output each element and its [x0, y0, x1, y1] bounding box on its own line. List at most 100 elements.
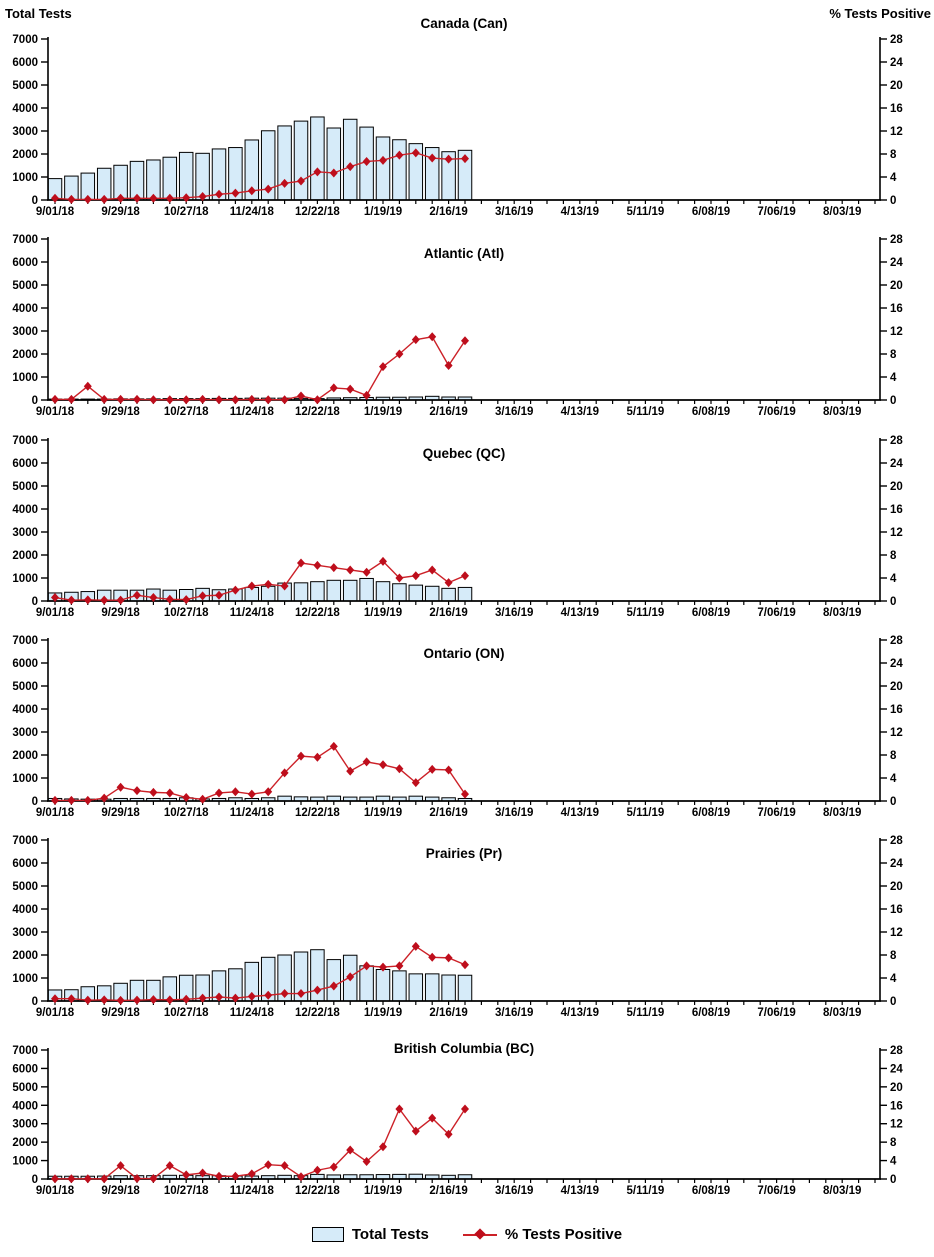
pct-positive-marker [198, 591, 207, 601]
x-axis-tick-label: 8/03/19 [823, 1007, 861, 1019]
left-axis-tick-label: 4000 [12, 904, 38, 916]
x-axis-tick-label: 9/29/18 [101, 1185, 140, 1197]
right-axis-tick-label: 28 [890, 435, 903, 447]
pct-positive-marker [182, 193, 191, 203]
right-axis-tick-label: 24 [890, 858, 903, 870]
pct-positive-marker [198, 192, 207, 202]
pct-positive-marker [83, 995, 92, 1005]
pct-positive-marker [346, 972, 355, 982]
total-tests-bar [424, 585, 440, 602]
right-axis-tick-label: 0 [890, 996, 896, 1008]
total-tests-bar [375, 136, 391, 201]
x-axis-tick-label: 2/16/19 [429, 607, 467, 619]
chart-canada: 0 1000 2000 3000 4000 5000 6000 7000 0 4 8 12 16 20 24… [0, 0, 934, 232]
right-axis-tick-label: 12 [890, 527, 903, 539]
bar-swatch-icon [311, 1226, 344, 1242]
x-axis-tick-label: 4/13/19 [561, 1007, 599, 1019]
pct-positive-marker [198, 794, 207, 804]
pct-positive-marker [362, 156, 371, 166]
right-axis-tick-label: 16 [890, 904, 903, 916]
pct-positive-marker [231, 787, 240, 797]
pct-positive-marker [149, 787, 158, 797]
left-axis-tick-label: 1000 [12, 372, 38, 384]
pct-positive-marker [247, 789, 256, 799]
chart-british-columbia: 0 1000 2000 3000 4000 5000 6000 7000 0 4 8 12 16 20 24… [0, 1032, 934, 1212]
right-axis-tick-label: 12 [890, 126, 903, 138]
x-axis-tick-label: 9/01/18 [36, 406, 75, 418]
pct-positive-marker [182, 793, 191, 803]
pct-positive-line [55, 335, 466, 401]
left-axis-tick-label: 2000 [12, 349, 38, 361]
x-axis-tick-label: 4/13/19 [561, 607, 599, 619]
legend-item-pct-positive: % Tests Positive [462, 1225, 623, 1243]
left-axis-tick-label: 1000 [12, 573, 38, 585]
pct-positive-marker [83, 381, 92, 391]
chart-stack: 0 1000 2000 3000 4000 5000 6000 7000 0 4 8 12 16 20 24… [0, 0, 934, 1212]
left-axis-tick-label: 2000 [12, 750, 38, 762]
right-axis-tick-label: 24 [890, 658, 903, 670]
pct-positive-marker [411, 778, 420, 788]
total-tests-bar [408, 584, 424, 602]
x-axis-tick-label: 2/16/19 [429, 206, 467, 218]
chart-svg: 0 1000 2000 3000 4000 5000 6000 7000 0 4 8 12 16 20 24… [12, 1041, 903, 1197]
pct-positive-marker [280, 178, 289, 188]
chart-title: Ontario (ON) [424, 646, 505, 661]
pct-positive-marker [100, 1174, 109, 1184]
x-axis-tick-label: 1/19/19 [364, 807, 402, 819]
right-axis-tick-label: 28 [890, 835, 903, 847]
pct-positive-marker [461, 1104, 469, 1114]
right-axis-tick-label: 20 [890, 280, 903, 292]
x-axis-tick-label: 9/29/18 [101, 1007, 140, 1019]
total-tests-bar [342, 579, 358, 602]
pct-positive-marker [280, 395, 289, 405]
pct-positive-marker [198, 993, 207, 1003]
pct-positive-marker [247, 991, 256, 1001]
left-axis-tick-label: 6000 [12, 858, 38, 870]
right-axis-tick-label: 4 [890, 573, 897, 585]
right-axis-tick-label: 12 [890, 1119, 903, 1131]
legend-line-label: % Tests Positive [504, 1225, 623, 1243]
left-axis-tick-label: 7000 [12, 1045, 38, 1057]
pct-positive-marker [116, 394, 125, 404]
chart-title: Atlantic (Atl) [424, 246, 504, 261]
pct-positive-marker [264, 787, 273, 797]
pct-positive-marker [231, 993, 240, 1003]
total-tests-bar [310, 116, 325, 201]
left-axis-tick-label: 1000 [12, 973, 38, 985]
pct-positive-marker [313, 985, 322, 995]
pct-positive-marker [264, 1160, 273, 1170]
pct-positive-marker [346, 1145, 355, 1155]
x-axis-tick-label: 5/11/19 [627, 807, 665, 819]
pct-positive-marker [297, 176, 305, 186]
pct-positive-marker [133, 995, 141, 1005]
right-axis-tick-label: 0 [890, 395, 896, 407]
x-axis-tick-label: 6/08/19 [692, 206, 730, 218]
x-axis-tick-label: 8/03/19 [823, 206, 861, 218]
chart-svg: 0 1000 2000 3000 4000 5000 6000 7000 0 4 8 12 16 20 24… [12, 16, 903, 218]
pct-positive-marker [280, 1161, 289, 1171]
pct-positive-marker [67, 795, 76, 805]
left-axis-tick-label: 6000 [12, 57, 38, 69]
x-axis-tick-label: 9/01/18 [36, 1007, 75, 1019]
pct-positive-marker [329, 383, 338, 393]
pct-positive-marker [67, 1174, 76, 1184]
pct-positive-marker [67, 595, 76, 605]
x-axis-tick-label: 9/29/18 [101, 206, 140, 218]
pct-positive-marker [313, 395, 322, 405]
pct-positive-marker [215, 590, 223, 600]
right-axis-tick-label: 24 [890, 257, 903, 269]
left-axis-tick-label: 0 [32, 596, 38, 608]
x-axis-tick-label: 4/13/19 [561, 1185, 599, 1197]
left-axis-tick-label: 3000 [12, 326, 38, 338]
left-axis-tick-label: 5000 [12, 481, 38, 493]
x-axis-tick-label: 8/03/19 [823, 1185, 861, 1197]
pct-positive-marker [149, 593, 158, 603]
right-axis-tick-label: 0 [890, 1174, 896, 1186]
pct-positive-marker [116, 995, 125, 1005]
x-axis-tick-label: 9/29/18 [101, 607, 140, 619]
pct-positive-marker [133, 786, 141, 796]
x-axis-tick-label: 11/24/18 [230, 1185, 275, 1197]
left-axis-tick-label: 0 [32, 996, 38, 1008]
total-tests-bar [326, 579, 342, 602]
pct-positive-marker [133, 394, 141, 404]
